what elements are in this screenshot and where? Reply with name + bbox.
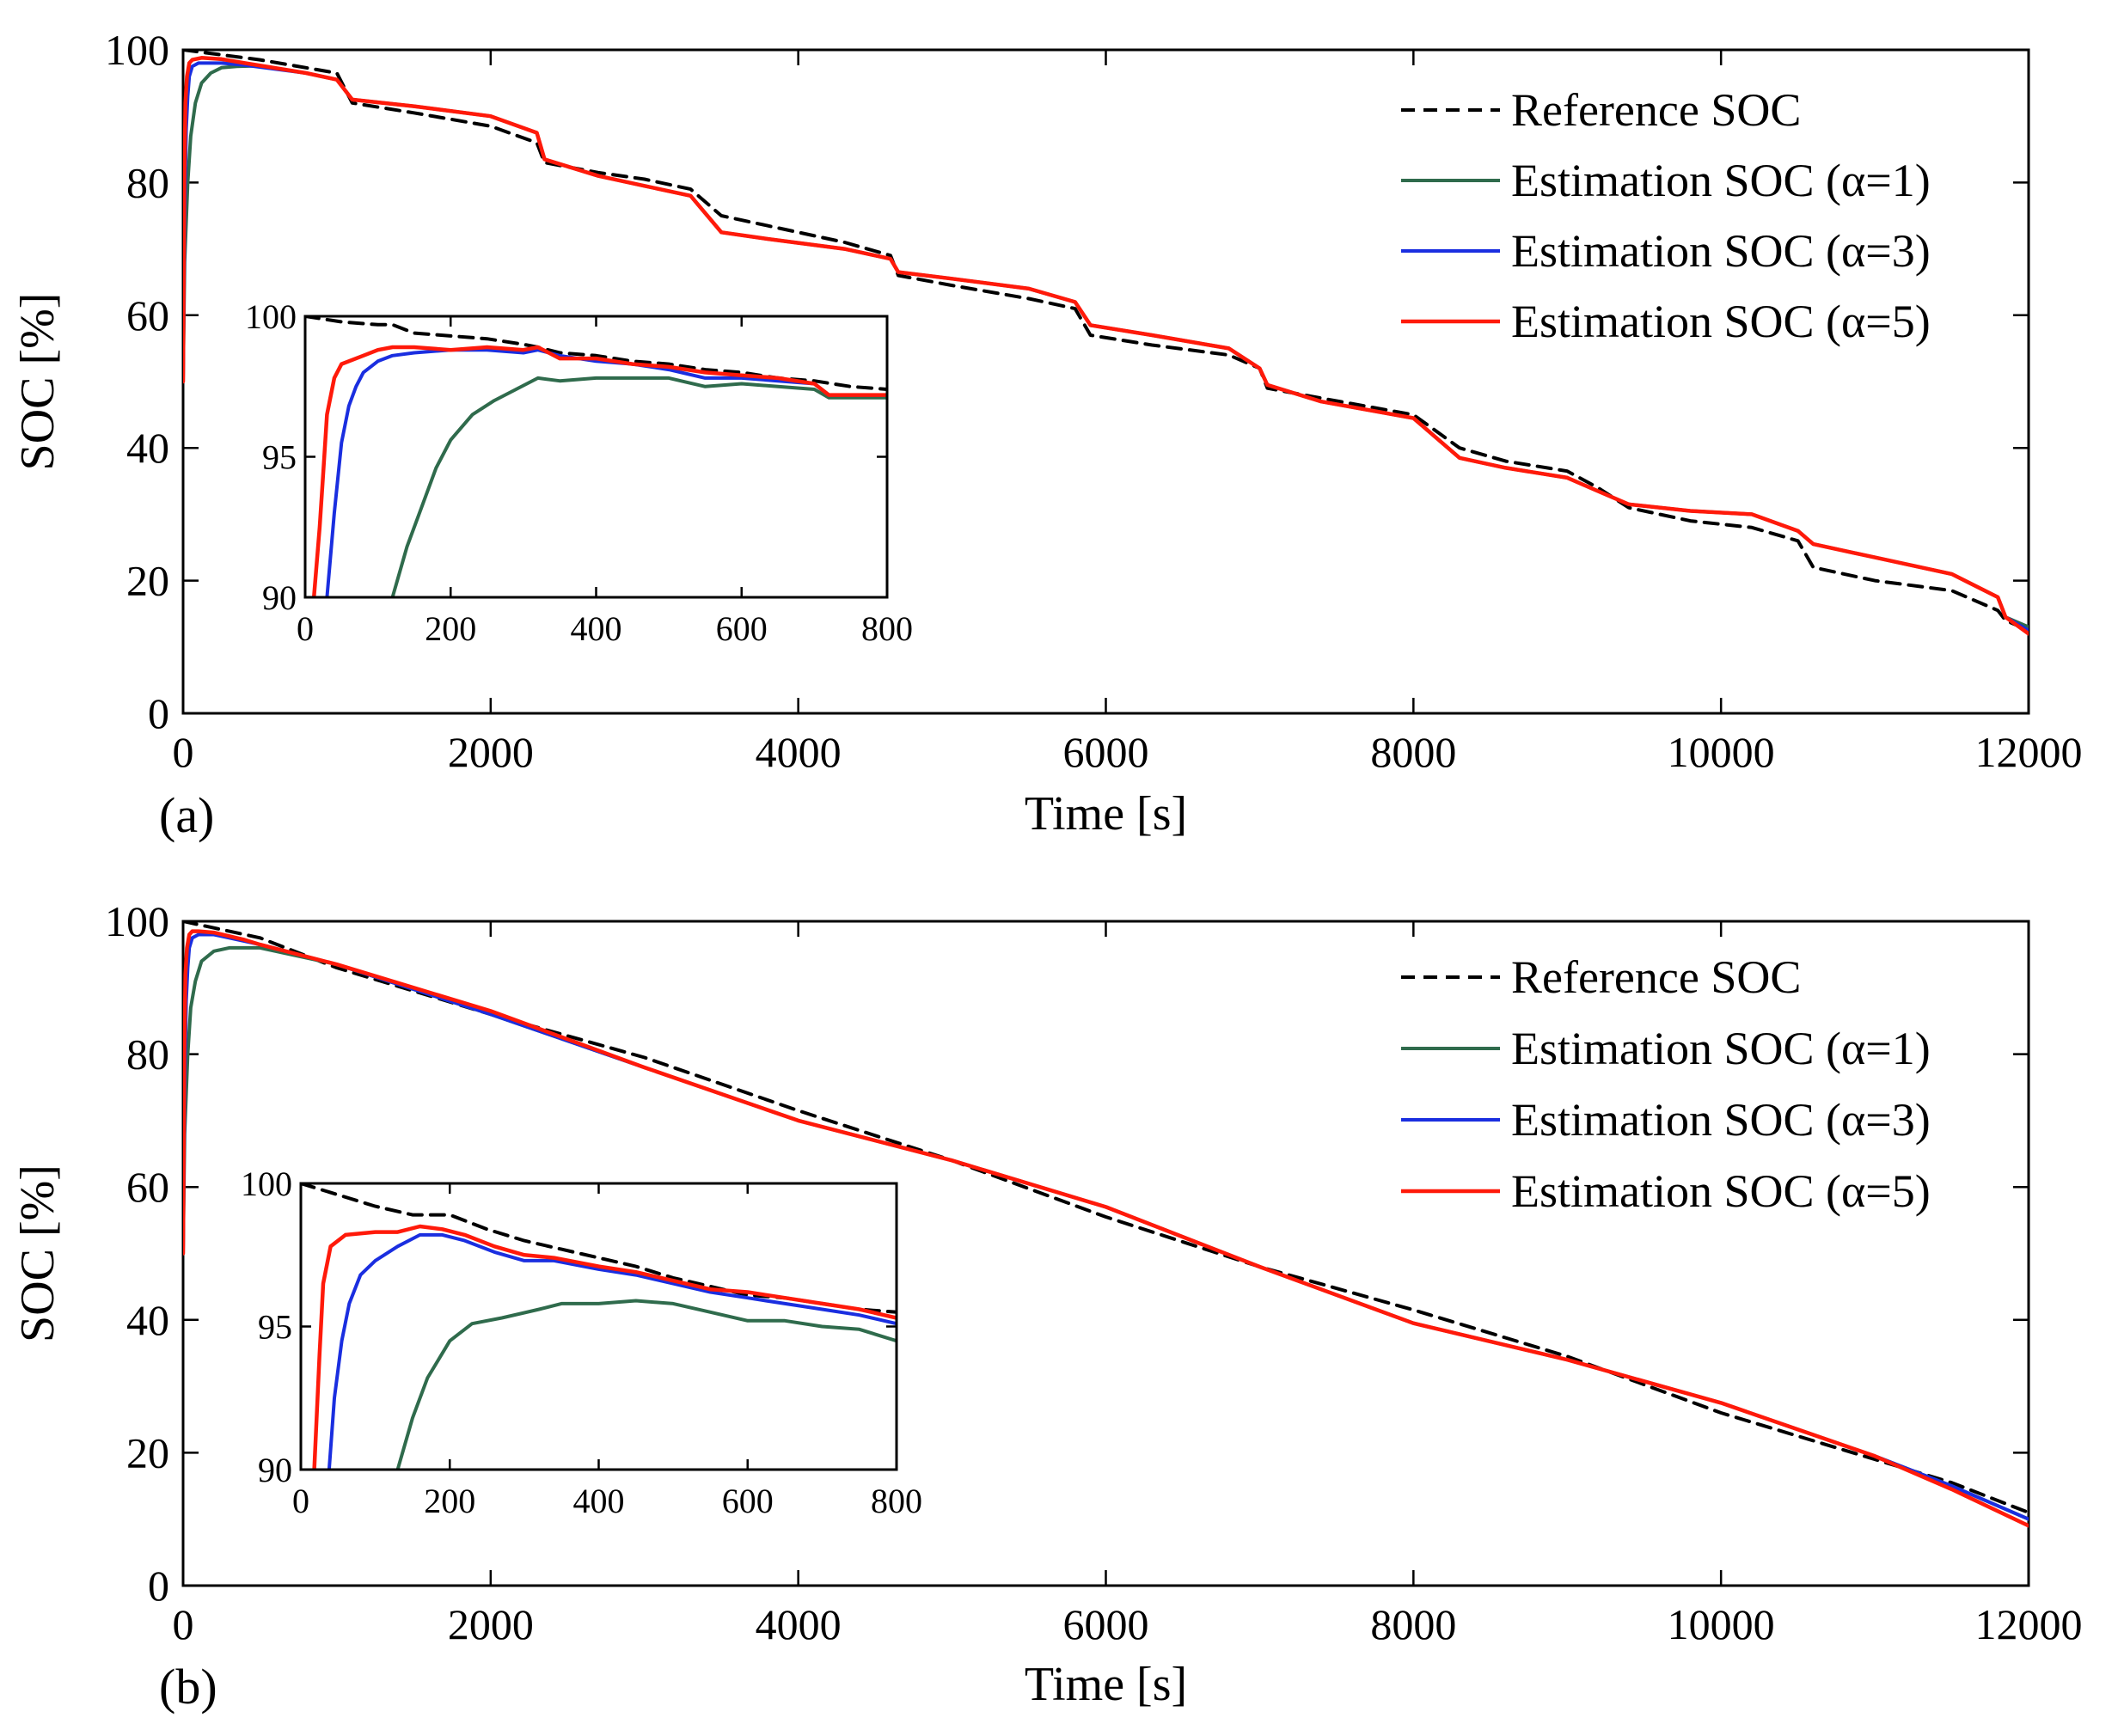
legend-entry: Estimation SOC (α=5): [1511, 296, 1931, 347]
inset-x-tick-label: 600: [716, 609, 768, 648]
legend-entry: Reference SOC: [1511, 951, 1801, 1003]
inset-x-tick-label: 400: [573, 1482, 625, 1520]
legend-entry: Reference SOC: [1511, 84, 1801, 136]
main-x-tick-label: 6000: [1063, 728, 1149, 776]
inset-y-tick-label: 100: [241, 1164, 292, 1203]
inset-y-tick-label: 95: [258, 1308, 292, 1347]
main-x-tick-label: 4000: [756, 1600, 842, 1648]
inset-x-tick-label: 200: [425, 609, 476, 648]
series-line-0: [183, 921, 2029, 1514]
inset-x-tick-label: 600: [722, 1482, 774, 1520]
main-x-tick-label: 6000: [1063, 1600, 1149, 1648]
inset-x-tick-label: 200: [424, 1482, 475, 1520]
inset-y-tick-label: 100: [245, 297, 297, 336]
main-x-tick-label: 10000: [1668, 728, 1775, 776]
legend-entry: Estimation SOC (α=1): [1511, 1023, 1931, 1074]
legend: Reference SOC Estimation SOC (α=1) Estimat…: [1401, 951, 1931, 1217]
panel-b: 0 2000 4000 6000 8000 10000 12000020406080100T…: [11, 897, 2083, 1715]
main-y-tick-label: 0: [148, 689, 169, 737]
inset-series-line-2: [327, 1232, 897, 1470]
legend-entry: Estimation SOC (α=3): [1511, 225, 1931, 277]
inset-frame-overlay: [299, 1182, 898, 1471]
inset-series-line-0: [301, 1183, 897, 1314]
inset-x-tick-label: 800: [871, 1482, 922, 1520]
main-x-tick-label: 8000: [1370, 1600, 1456, 1648]
inset-x-tick-label: 800: [861, 609, 913, 648]
main-x-tick-label: 2000: [448, 1600, 534, 1648]
main-y-tick-label: 80: [126, 1030, 169, 1079]
legend: Reference SOC Estimation SOC (α=1) Estimat…: [1401, 84, 1931, 347]
inset-x-tick-label: 0: [297, 609, 314, 648]
main-x-tick-label: 0: [173, 1600, 194, 1648]
main-y-tick-label: 40: [126, 1296, 169, 1344]
main-y-tick-label: 80: [126, 158, 169, 206]
series-line-3: [183, 56, 2029, 636]
inset-chart: 0 200 400 600 800 90 95 100: [241, 1164, 922, 1520]
main-x-tick-label: 8000: [1370, 728, 1456, 776]
main-y-tick-label: 60: [126, 1163, 169, 1211]
inset-series-line-3: [311, 345, 887, 597]
inset-y-tick-label: 95: [262, 438, 297, 477]
main-y-tick-label: 60: [126, 291, 169, 339]
inset-x-tick-label: 400: [571, 609, 622, 648]
main-x-tick-label: 0: [173, 728, 194, 776]
main-y-tick-label: 20: [126, 1428, 169, 1476]
y-axis-label: SOC [%]: [11, 1164, 64, 1342]
inset-x-tick-label: 0: [292, 1482, 309, 1520]
main-y-tick-label: 40: [126, 424, 169, 472]
main-y-tick-label: 100: [105, 897, 169, 945]
main-y-tick-label: 100: [105, 26, 169, 74]
main-x-tick-label: 4000: [756, 728, 842, 776]
inset-series-line-3: [312, 1224, 897, 1470]
inset-y-tick-label: 90: [262, 578, 297, 617]
legend-entry: Estimation SOC (α=5): [1511, 1165, 1931, 1217]
x-axis-label: Time [s]: [1025, 787, 1187, 840]
inset-series-line-1: [395, 1299, 897, 1470]
panel-label: (a): [159, 787, 214, 843]
main-x-tick-label: 10000: [1668, 1600, 1775, 1648]
main-x-tick-label: 12000: [1975, 728, 2083, 776]
x-axis-label: Time [s]: [1025, 1658, 1187, 1711]
y-axis-label: SOC [%]: [11, 293, 64, 471]
main-x-tick-label: 12000: [1975, 1600, 2083, 1648]
inset-frame-overlay: [303, 315, 889, 599]
main-x-tick-label: 2000: [448, 728, 534, 776]
main-y-tick-label: 20: [126, 557, 169, 605]
inset-y-tick-label: 90: [258, 1451, 292, 1489]
inset-chart: 0 200 400 600 800 90 95 100: [245, 297, 913, 648]
panel-a: 0 2000 4000 6000 8000 10000 12000020406080100T…: [11, 26, 2083, 843]
inset-series-line-1: [390, 376, 887, 597]
panel-label: (b): [159, 1659, 217, 1715]
legend-entry: Estimation SOC (α=1): [1511, 155, 1931, 206]
legend-entry: Estimation SOC (α=3): [1511, 1094, 1931, 1146]
inset-series-line-2: [325, 348, 887, 597]
series-line-3: [183, 929, 2029, 1528]
main-y-tick-label: 0: [148, 1562, 169, 1610]
